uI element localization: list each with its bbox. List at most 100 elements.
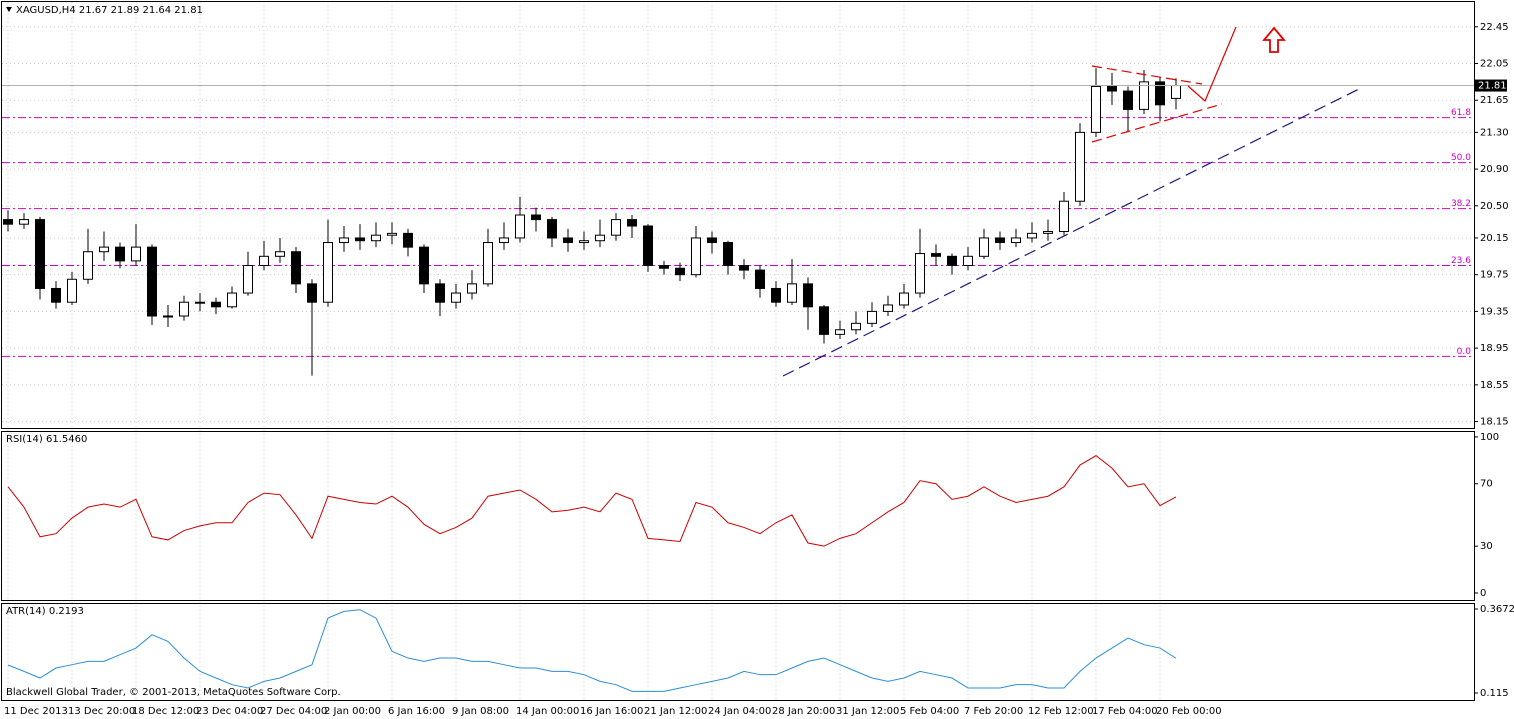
candle-body xyxy=(995,237,1005,244)
candle-body xyxy=(19,219,29,225)
x-tick-label: 16 Jan 16:00 xyxy=(580,706,643,717)
candle-body xyxy=(675,267,685,276)
trend-line xyxy=(782,86,1364,377)
candle-body xyxy=(723,242,733,266)
candle-body xyxy=(1139,81,1149,110)
y-tick-label: 18.15 xyxy=(1480,417,1509,428)
candle-body xyxy=(467,283,477,294)
candle-body xyxy=(435,283,445,303)
candle-body xyxy=(707,237,717,244)
candle-body xyxy=(1027,232,1037,239)
candle-body xyxy=(35,219,45,289)
y-tick-label: 18.55 xyxy=(1480,380,1509,391)
candle-body xyxy=(1059,200,1069,233)
candle-body xyxy=(1091,85,1101,133)
y-tick-label: 30 xyxy=(1480,541,1493,552)
candle-body xyxy=(1011,237,1021,244)
y-tick-label: 20.90 xyxy=(1480,164,1509,175)
candle-body xyxy=(163,315,173,318)
y-tick-label: 0 xyxy=(1480,588,1486,599)
candle-body xyxy=(531,214,541,221)
candle-body xyxy=(963,255,973,266)
fib-label: 38.2 xyxy=(1451,199,1471,209)
y-tick-label: 22.45 xyxy=(1480,22,1509,33)
y-tick-label: 18.95 xyxy=(1480,343,1509,354)
candle-body xyxy=(419,246,429,285)
candle-body xyxy=(755,269,765,289)
candle-body xyxy=(595,234,605,242)
panel-title: RSI(14) 61.5460 xyxy=(6,434,87,445)
copyright: Blackwell Global Trader, © 2001-2013, Me… xyxy=(6,687,341,698)
symbol-title: XAGUSD,H4 21.67 21.89 21.64 21.81 xyxy=(16,5,203,16)
x-tick-label: 14 Jan 00:00 xyxy=(516,706,579,717)
candle-body xyxy=(899,292,909,306)
candle-body xyxy=(371,234,381,242)
candle-body xyxy=(451,292,461,303)
candle-body xyxy=(803,283,813,308)
y-tick-label: 20.50 xyxy=(1480,201,1509,212)
menu-icon xyxy=(6,7,12,12)
candle-body xyxy=(67,278,77,303)
candle-body xyxy=(819,306,829,335)
y-tick-label: 0.115 xyxy=(1480,688,1509,699)
y-tick-label: 70 xyxy=(1480,479,1493,490)
y-tick-label: 21.65 xyxy=(1480,95,1509,106)
x-tick-label: 23 Dec 04:00 xyxy=(196,706,263,717)
candle-body xyxy=(307,283,317,303)
candle-body xyxy=(547,219,557,239)
y-tick-label: 22.05 xyxy=(1480,59,1509,70)
last-price-box xyxy=(1475,79,1507,92)
candle-body xyxy=(243,264,253,294)
fib-label: 0.0 xyxy=(1457,347,1472,357)
fib-label: 50.0 xyxy=(1451,153,1471,163)
candle-body xyxy=(515,214,525,239)
candle-body xyxy=(147,246,157,317)
candle-body xyxy=(1171,85,1181,99)
candle-body xyxy=(3,219,13,225)
x-tick-label: 21 Jan 12:00 xyxy=(644,706,707,717)
x-tick-label: 24 Jan 04:00 xyxy=(708,706,771,717)
candle-body xyxy=(1123,90,1133,110)
rsi-panel xyxy=(1,431,1475,601)
indicator-line xyxy=(7,609,1177,692)
candle-body xyxy=(179,301,189,317)
x-tick-label: 9 Jan 08:00 xyxy=(452,706,509,717)
candle-body xyxy=(947,255,957,266)
candle-body xyxy=(659,264,669,269)
candle-body xyxy=(1155,81,1165,106)
candle-body xyxy=(483,242,493,285)
candle-body xyxy=(115,246,125,262)
candle-body xyxy=(83,251,93,280)
indicator-line xyxy=(7,455,1177,547)
panel-title: ATR(14) 0.2193 xyxy=(6,606,84,617)
candle-body xyxy=(867,310,877,324)
candle-body xyxy=(1107,85,1117,92)
candle-body xyxy=(355,237,365,242)
candle-body xyxy=(259,255,269,266)
x-tick-label: 2 Jan 00:00 xyxy=(324,706,381,717)
candle-body xyxy=(579,240,589,244)
candle-body xyxy=(883,304,893,312)
candle-body xyxy=(771,287,781,303)
fib-label: 23.6 xyxy=(1451,256,1471,266)
candle-body xyxy=(627,219,637,227)
x-tick-label: 13 Dec 20:00 xyxy=(68,706,135,717)
y-tick-label: 19.35 xyxy=(1480,306,1509,317)
candle-body xyxy=(643,225,653,266)
candle-body xyxy=(291,251,301,285)
x-tick-label: 12 Feb 12:00 xyxy=(1028,706,1094,717)
last-price-label: 21.81 xyxy=(1478,81,1507,92)
candle-body xyxy=(51,287,61,303)
candle-body xyxy=(931,253,941,257)
candle-body xyxy=(979,237,989,257)
y-tick-label: 0.3672 xyxy=(1480,604,1514,615)
candle-body xyxy=(131,246,141,262)
candle-body xyxy=(1043,231,1053,234)
fib-label: 61.8 xyxy=(1451,108,1471,118)
candle-body xyxy=(787,283,797,303)
x-tick-label: 31 Jan 12:00 xyxy=(836,706,899,717)
y-tick-label: 100 xyxy=(1480,432,1499,443)
candle-body xyxy=(1075,131,1085,202)
candle-body xyxy=(387,232,397,236)
candle-body xyxy=(99,246,109,253)
